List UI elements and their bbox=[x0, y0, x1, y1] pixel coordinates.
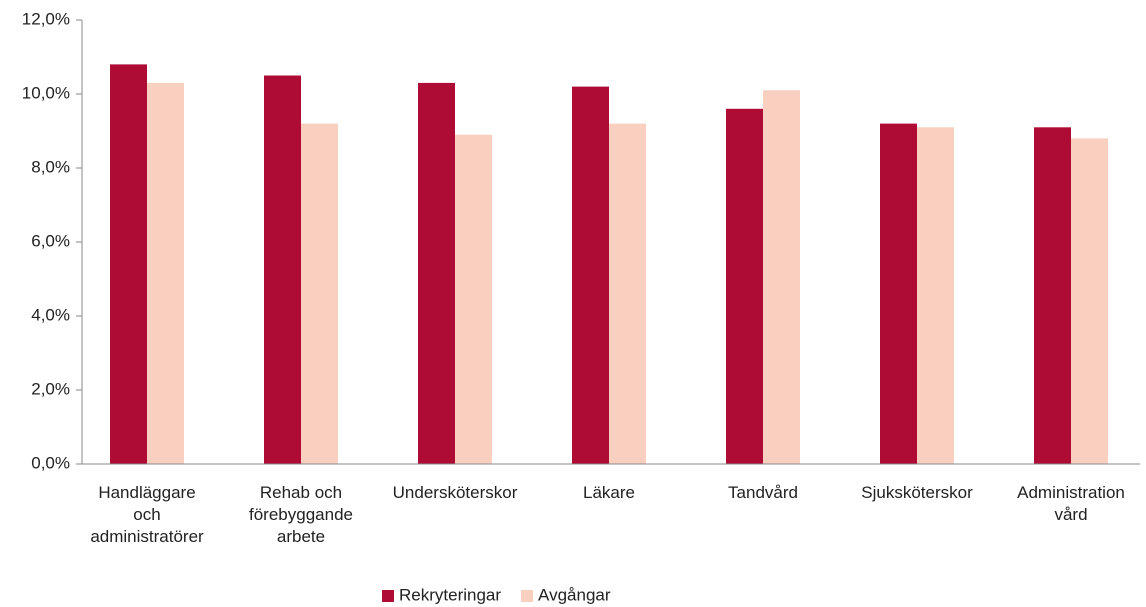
legend-label: Avgångar bbox=[538, 585, 611, 604]
bar bbox=[1071, 138, 1108, 464]
bar bbox=[763, 90, 800, 465]
legend-swatch bbox=[382, 590, 394, 602]
y-tick-label: 12,0% bbox=[22, 9, 70, 28]
bar bbox=[418, 82, 455, 465]
x-tick-label: Undersköterskor bbox=[392, 483, 518, 502]
legend-swatch bbox=[521, 590, 534, 602]
x-tick-label: Tandvård bbox=[728, 483, 798, 502]
y-tick-label: 8,0% bbox=[31, 157, 70, 176]
bar bbox=[455, 134, 492, 464]
x-tick-label: Handläggare och administratörer bbox=[90, 483, 204, 546]
x-tick-label: Sjuksköterskor bbox=[861, 483, 973, 502]
bar bbox=[609, 123, 646, 464]
x-tick-label: Läkare bbox=[583, 483, 635, 502]
bar bbox=[726, 108, 763, 465]
bar bbox=[917, 127, 954, 465]
y-tick-label: 0,0% bbox=[31, 453, 70, 472]
bar bbox=[880, 123, 917, 464]
bar bbox=[147, 82, 184, 465]
x-tick-label: Rehab och förebyggande arbete bbox=[249, 483, 353, 546]
bar bbox=[572, 86, 609, 464]
bar bbox=[110, 64, 147, 465]
bar bbox=[1034, 127, 1071, 465]
y-tick-label: 6,0% bbox=[31, 231, 70, 250]
y-tick-label: 2,0% bbox=[31, 379, 70, 398]
bar bbox=[264, 75, 301, 464]
y-tick-label: 4,0% bbox=[31, 305, 70, 324]
y-tick-label: 10,0% bbox=[22, 83, 70, 102]
bar bbox=[301, 123, 338, 464]
x-tick-label: Administration vård bbox=[1017, 483, 1125, 524]
legend-label: Rekryteringar bbox=[399, 585, 501, 604]
